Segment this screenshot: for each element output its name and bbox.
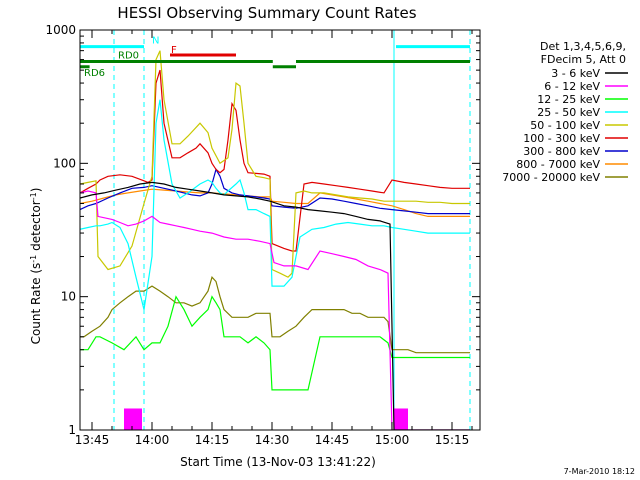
- legend-entry-label: 6 - 12 keV: [544, 80, 600, 93]
- y-tick-label: 1000: [45, 23, 76, 37]
- x-tick-label: 14:45: [315, 433, 350, 447]
- legend-header-line: FDecim 5, Att 0: [541, 53, 626, 66]
- legend: Det 1,3,4,5,6,9, FDecim 5, Att 0 3 - 6 k…: [502, 40, 628, 184]
- bottom-marker-block: [394, 408, 408, 430]
- x-axis-label: Start Time (13-Nov-03 13:41:22): [180, 455, 376, 469]
- x-tick-label: 14:00: [135, 433, 170, 447]
- y-tick-label: 10: [61, 290, 76, 304]
- x-tick-label: 14:15: [195, 433, 230, 447]
- x-tick-label: 14:30: [255, 433, 290, 447]
- legend-entry-label: 100 - 300 keV: [523, 132, 600, 145]
- plot-content: [80, 30, 471, 430]
- legend-entry-label: 12 - 25 keV: [537, 93, 600, 106]
- plot-area: RD0 RD6 N F: [80, 30, 471, 430]
- axes: 13:45 14:00 14:15 14:30 14:45 15:00 15:15 1 10 10…: [45, 23, 481, 447]
- y-axis-label: Count Rate (s-1 detector-1): [29, 188, 44, 345]
- legend-entry-label: 300 - 800 keV: [523, 145, 600, 158]
- status-bar-label: RD6: [84, 68, 105, 79]
- y-axis-label-part: Count Rate (s: [29, 263, 43, 345]
- axes-frame: [79, 29, 481, 431]
- status-bar-label: N: [152, 36, 159, 47]
- legend-header-line: Det 1,3,4,5,6,9,: [540, 40, 626, 53]
- x-tick-label: 15:00: [375, 433, 410, 447]
- series-line: [80, 167, 470, 215]
- legend-entry-label: 25 - 50 keV: [537, 106, 600, 119]
- y-tick-label: 1: [68, 423, 76, 437]
- series-line: [80, 181, 470, 430]
- legend-entry-label: 7000 - 20000 keV: [502, 171, 600, 184]
- status-bar-label: RD0: [118, 51, 139, 62]
- date-stamp: 7-Mar-2010 18:12: [564, 467, 635, 476]
- bottom-marker-block: [124, 408, 142, 430]
- series-line: [80, 99, 470, 310]
- y-axis-label-superscript: -1: [29, 255, 38, 263]
- y-tick-label: 100: [53, 156, 76, 170]
- legend-entry-label: 50 - 100 keV: [530, 119, 600, 132]
- x-tick-label: 15:15: [435, 433, 470, 447]
- y-axis-label-superscript: -1: [29, 192, 38, 200]
- series-line: [80, 276, 470, 354]
- series-line: [80, 50, 470, 278]
- y-axis-label-part: detector: [29, 200, 43, 255]
- status-bar-label: F: [171, 45, 177, 56]
- series-line: [80, 190, 470, 430]
- chart-title: HESSI Observing Summary Count Rates: [117, 4, 416, 22]
- legend-entry-label: 3 - 6 keV: [551, 67, 600, 80]
- legend-entry-label: 800 - 7000 keV: [516, 158, 600, 171]
- x-tick-label: 13:45: [75, 433, 110, 447]
- series-line: [80, 295, 470, 391]
- y-axis-label-part: ): [29, 188, 43, 193]
